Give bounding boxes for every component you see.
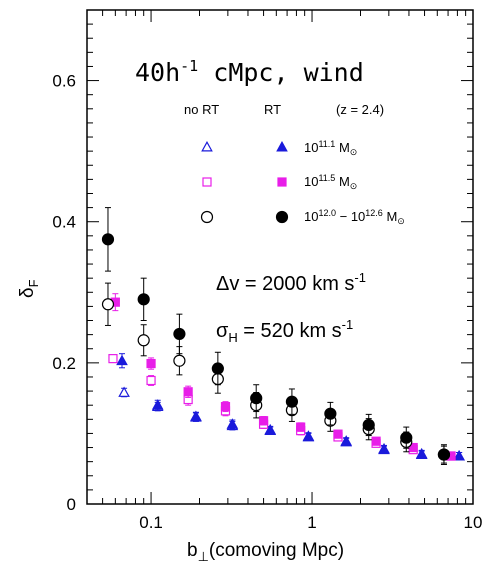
data-point — [101, 233, 115, 246]
data-point — [173, 327, 186, 341]
x-tick-label: 0.1 — [139, 513, 163, 532]
data-point — [340, 435, 353, 446]
legend-label-2: 1011.5 M⊙ — [304, 173, 357, 191]
data-point — [151, 399, 164, 410]
legend-markers — [200, 140, 289, 224]
y-tick-label: 0.6 — [52, 72, 76, 91]
triangle-series-filled — [116, 353, 465, 461]
x-tick-label: 10 — [464, 513, 483, 532]
data-point — [108, 354, 118, 364]
data-point — [137, 293, 150, 306]
data-point — [324, 407, 337, 420]
data-point — [211, 362, 224, 375]
y-axis-label: δF — [17, 279, 41, 298]
legend-header-no-rt: no RT — [184, 102, 219, 117]
data-point — [116, 354, 128, 366]
data-point — [333, 429, 343, 439]
circle-series-open — [101, 282, 451, 464]
data-point — [118, 386, 130, 397]
y-tick-label: 0.4 — [52, 213, 76, 232]
legend-marker-no-rt — [202, 177, 212, 187]
annotation-velocity-window: Δv = 2000 km s-1 — [216, 270, 366, 295]
legend-marker-rt — [276, 140, 288, 152]
legend-marker-rt — [277, 177, 287, 187]
data-point — [250, 392, 263, 405]
data-point — [220, 402, 231, 412]
data-point — [400, 431, 413, 444]
legend-label-1: 1011.1 M⊙ — [304, 139, 357, 157]
x-tick-label: 1 — [307, 513, 316, 532]
y-tick-label: 0.2 — [52, 354, 76, 373]
legend-header-redshift: (z = 2.4) — [336, 102, 384, 117]
axis-ticks — [86, 9, 474, 505]
legend-label-3: 1012.0 − 1012.6 M⊙ — [304, 208, 405, 226]
data-point — [437, 448, 451, 461]
data-point — [415, 447, 428, 459]
data-point — [408, 442, 418, 453]
annotation-sigma-h: σH = 520 km s-1 — [216, 317, 353, 345]
data-point — [378, 442, 390, 454]
data-point — [362, 418, 375, 432]
data-point — [183, 387, 193, 397]
legend-header-rt: RT — [264, 102, 281, 117]
chart-title: 40h-1 cMpc, wind — [135, 57, 364, 87]
legend-marker-rt — [275, 210, 289, 224]
data-point — [226, 418, 239, 429]
legend-marker-no-rt — [201, 140, 213, 152]
y-tick-label: 0 — [67, 495, 76, 514]
data-point — [190, 410, 202, 421]
data-marks — [101, 207, 465, 465]
data-point — [101, 298, 115, 311]
data-point — [173, 354, 186, 367]
legend-marker-no-rt — [200, 210, 214, 224]
x-axis-label: b⊥(comoving Mpc) — [187, 540, 344, 564]
data-point — [285, 395, 299, 408]
circle-series-filled — [101, 207, 451, 465]
data-point — [296, 422, 306, 432]
data-point — [258, 416, 269, 426]
plot-frame — [86, 9, 474, 505]
data-point — [264, 423, 277, 435]
data-point — [371, 436, 381, 446]
data-point — [302, 430, 315, 441]
data-point — [146, 375, 156, 386]
data-point — [453, 449, 465, 461]
tick-labels: 0.1 1 10 0 0.2 0.4 0.6 — [52, 72, 482, 532]
data-point — [137, 334, 150, 347]
data-point — [146, 358, 156, 369]
